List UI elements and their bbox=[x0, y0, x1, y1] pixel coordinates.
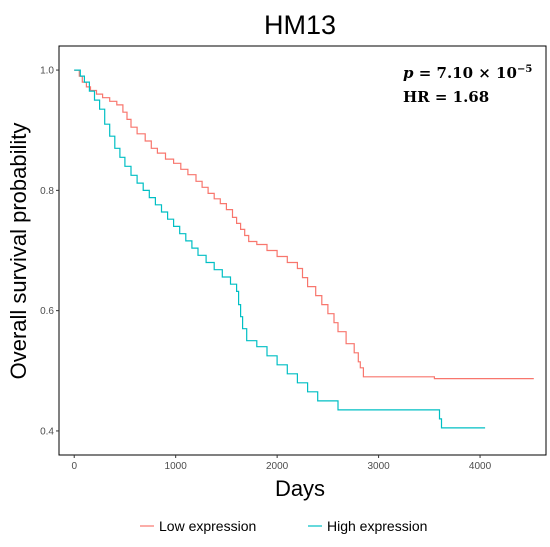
legend-label: High expression bbox=[327, 518, 427, 534]
y-tick-label: 0.8 bbox=[40, 186, 54, 197]
x-axis: 0 1000 2000 3000 4000 bbox=[71, 455, 492, 472]
y-axis-title: Overall survival probability bbox=[6, 123, 31, 380]
x-axis-title: Days bbox=[275, 476, 325, 501]
x-tick-label: 0 bbox=[71, 461, 77, 472]
plot-frame bbox=[58, 45, 547, 456]
y-axis: 0.4 0.6 0.8 1.0 bbox=[40, 66, 59, 437]
x-tick-label: 4000 bbox=[469, 461, 492, 472]
x-tick-label: 1000 bbox=[165, 461, 188, 472]
p-value-text: = 7.10 × 10 bbox=[414, 64, 517, 82]
p-value-exponent: −5 bbox=[517, 64, 532, 75]
y-tick-label: 1.0 bbox=[40, 66, 54, 77]
legend: Low expression High expression bbox=[140, 518, 427, 534]
survival-curve-high bbox=[74, 69, 486, 429]
survival-curve-low bbox=[74, 69, 534, 380]
legend-label: Low expression bbox=[159, 518, 256, 534]
y-tick-label: 0.6 bbox=[40, 306, 54, 317]
series-layer bbox=[74, 69, 534, 429]
x-tick-label: 2000 bbox=[266, 461, 289, 472]
p-symbol: p bbox=[403, 64, 414, 82]
y-tick-label: 0.4 bbox=[40, 426, 54, 437]
x-tick-label: 3000 bbox=[367, 461, 390, 472]
p-value-annotation: p = 7.10 × 10−5 bbox=[403, 64, 532, 82]
hazard-ratio-annotation: HR = 1.68 bbox=[403, 88, 489, 106]
chart-title: HM13 bbox=[264, 10, 336, 40]
